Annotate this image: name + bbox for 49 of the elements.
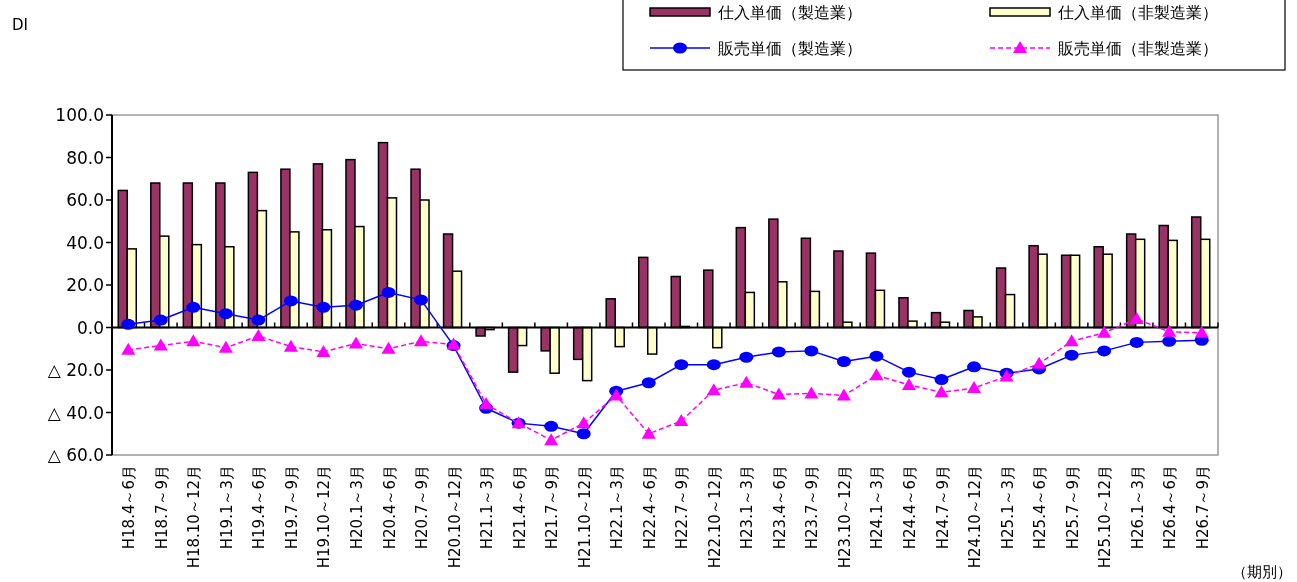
y-tick-label: 40.0 [66,232,104,253]
legend-label: 販売単価（製造業） [718,39,862,58]
x-tick-label: H25.1～3月 [998,465,1017,550]
x-tick-label: H24.10～12月 [966,465,985,569]
x-tick-label: H18.7～9月 [152,465,171,550]
y-tick-label: △ 60.0 [47,445,104,465]
x-tick-label: H21.7～9月 [543,465,562,550]
x-tick-label: H25.7～9月 [1063,465,1082,550]
x-tick-label: H22.4～6月 [640,465,659,550]
y-axis-title: DI [12,16,28,34]
x-tick-label: H19.7～9月 [282,465,301,550]
x-tick-label: H19.10～12月 [315,465,334,569]
x-tick-label: H26.4～6月 [1161,465,1180,550]
x-tick-label: H21.1～3月 [478,465,497,550]
x-tick-label: H22.1～3月 [608,465,627,550]
x-tick-label: H26.1～3月 [1128,465,1147,550]
x-tick-label: H21.10～12月 [575,465,594,569]
x-tick-label: H26.7～9月 [1193,465,1212,550]
y-tick-label: 20.0 [66,275,104,295]
legend-label: 仕入単価（非製造業） [1057,3,1218,22]
y-tick-label: 100.0 [55,105,104,125]
y-tick-label: 80.0 [66,147,104,168]
x-tick-label: H22.7～9月 [673,465,692,550]
x-tick-label: H23.4～6月 [770,465,789,550]
y-tick-label: 60.0 [66,190,104,210]
x-tick-label: H23.10～12月 [835,465,854,569]
x-tick-label: H20.4～6月 [380,465,399,550]
y-tick-label: 0.0 [76,317,104,338]
x-tick-label: H20.10～12月 [445,465,464,569]
x-axis-title: （期別） [1232,563,1292,581]
x-tick-label: H18.4～6月 [120,465,139,550]
x-tick-label: H22.10～12月 [705,465,724,569]
x-tick-label: H21.4～6月 [510,465,529,550]
legend-label: 仕入単価（製造業） [717,3,862,22]
x-tick-label: H24.7～9月 [933,465,952,550]
x-tick-label: H20.7～9月 [413,465,432,550]
x-tick-label: H24.1～3月 [868,465,887,550]
y-tick-label: △ 20.0 [47,360,104,380]
y-tick-label: △ 40.0 [47,402,104,423]
x-tick-label: H24.4～6月 [900,465,919,550]
x-tick-label: H18.10～12月 [185,465,204,569]
x-tick-label: H25.10～12月 [1096,465,1115,569]
x-tick-label: H19.1～3月 [217,465,236,550]
x-tick-label: H19.4～6月 [250,465,269,550]
x-tick-label: H23.1～3月 [738,465,757,550]
legend-label: 販売単価（非製造業） [1058,39,1218,58]
x-tick-label: H23.7～9月 [803,465,822,550]
x-tick-label: H20.1～3月 [347,465,366,550]
x-tick-label: H25.4～6月 [1031,465,1050,550]
